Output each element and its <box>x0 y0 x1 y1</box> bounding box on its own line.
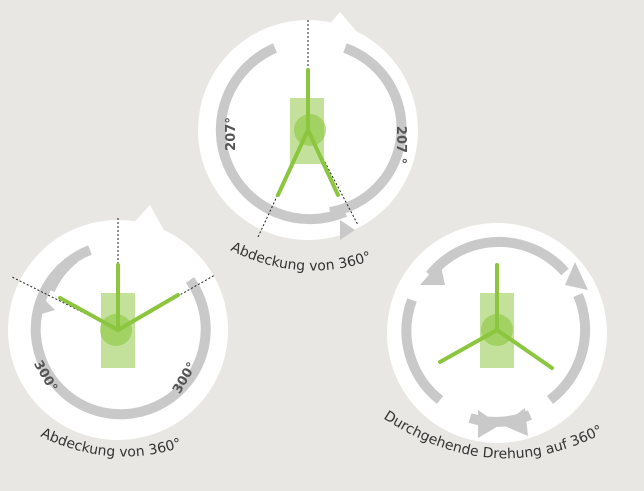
diagram-top: 207° 207 ° Abdeckung von 360° <box>198 12 418 275</box>
caption: Abdeckung von 360° <box>228 239 373 274</box>
ring-left <box>215 43 347 225</box>
arrow <box>340 220 355 240</box>
angle-right: 207 ° <box>393 126 408 164</box>
ring <box>30 245 211 420</box>
diagram-left: 300° 300° Abdeckung von 360° <box>8 205 228 461</box>
diagram-right: Durchgehende Drehung auf 360° <box>381 223 607 462</box>
arrow-head <box>320 12 372 50</box>
ring-top <box>426 236 569 279</box>
ring-small <box>45 254 79 293</box>
angle-left: 207° <box>224 117 239 151</box>
arrow-head <box>125 205 172 245</box>
caption-text: Abdeckung von 360° <box>228 239 373 274</box>
ring-right <box>329 43 407 217</box>
ring-left <box>401 298 444 404</box>
ring-right <box>546 293 591 404</box>
